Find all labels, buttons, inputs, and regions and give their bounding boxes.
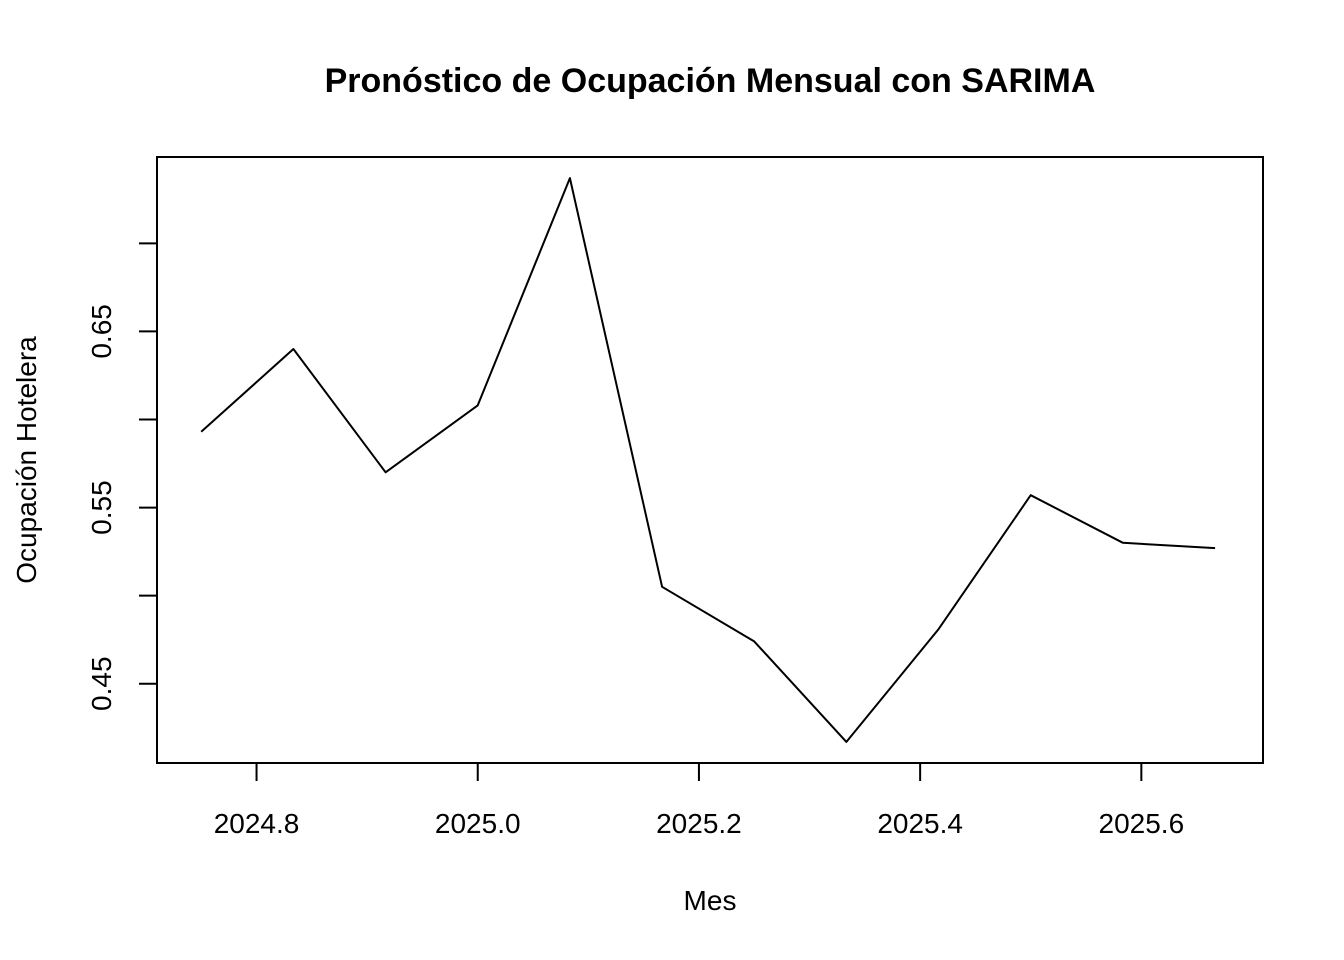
data-point (569, 177, 571, 179)
x-tick-label: 2025.0 (435, 808, 521, 839)
x-tick-label: 2024.8 (214, 808, 300, 839)
x-axis: 2024.8 2025.0 2025.2 2025.4 2025.6 (214, 763, 1184, 839)
chart-title: Pronóstico de Ocupación Mensual con SARI… (325, 62, 1096, 100)
plot-frame (156, 156, 1264, 764)
data-point (1122, 542, 1124, 544)
data-point (385, 471, 387, 473)
data-point (1030, 494, 1032, 496)
data-point (200, 431, 202, 433)
data-point (1214, 547, 1216, 549)
x-tick-label: 2025.2 (656, 808, 742, 839)
data-point (753, 640, 755, 642)
x-tick-label: 2025.6 (1099, 808, 1185, 839)
y-tick-label: 0.45 (86, 656, 117, 711)
x-axis-label: Mes (684, 885, 737, 916)
y-tick-label: 0.65 (86, 304, 117, 359)
x-tick-label: 2025.4 (877, 808, 963, 839)
series-layer (200, 177, 1216, 743)
y-axis-label: Ocupación Hotelera (11, 336, 42, 584)
data-point (845, 741, 847, 743)
data-point (292, 348, 294, 350)
y-axis: 0.45 0.55 0.65 (86, 242, 157, 711)
y-tick-label: 0.55 (86, 480, 117, 535)
data-point (661, 586, 663, 588)
data-point (938, 628, 940, 630)
data-point (477, 404, 479, 406)
series-line (200, 177, 1216, 743)
